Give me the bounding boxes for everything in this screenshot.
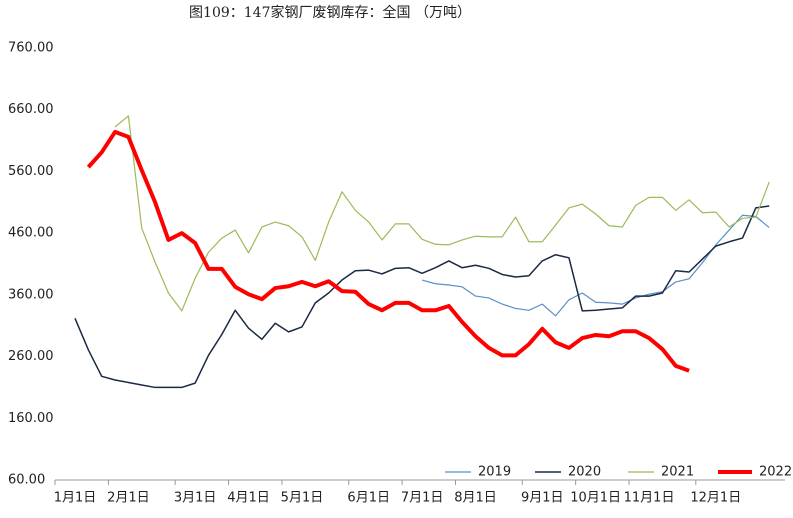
x-tick-label: 9月1日: [521, 491, 564, 506]
y-tick-label: 160.00: [8, 411, 54, 426]
y-tick-label: 760.00: [8, 41, 54, 56]
legend-label: 2020: [568, 465, 601, 480]
y-tick-label: 460.00: [8, 226, 54, 241]
series-line: [86, 129, 690, 373]
legend-label: 2022: [759, 465, 792, 480]
y-tick-label: 660.00: [8, 102, 54, 117]
y-tick-label: 360.00: [8, 287, 54, 302]
legend-label: 2019: [478, 465, 511, 480]
x-tick-label: 8月1日: [454, 491, 497, 506]
x-tick-label: 11月1日: [624, 491, 675, 506]
y-tick-label: 260.00: [8, 349, 54, 364]
x-tick-label: 2月1日: [107, 491, 150, 506]
chart-title: 图109：147家钢厂废钢库存：全国 （万吨）: [189, 4, 471, 21]
series-line: [74, 205, 770, 389]
x-tick-label: 6月1日: [347, 491, 390, 506]
y-tick-label: 560.00: [8, 164, 54, 179]
x-tick-label: 1月1日: [54, 491, 97, 506]
legend-label: 2021: [661, 465, 694, 480]
x-tick-label: 12月1日: [690, 491, 741, 506]
series-line: [114, 115, 770, 312]
x-tick-label: 4月1日: [227, 491, 270, 506]
x-tick-label: 10月1日: [570, 491, 621, 506]
x-tick-label: 5月1日: [281, 491, 324, 506]
x-tick-label: 7月1日: [401, 491, 444, 506]
y-tick-label: 60.00: [8, 473, 45, 488]
x-tick-label: 3月1日: [174, 491, 217, 506]
